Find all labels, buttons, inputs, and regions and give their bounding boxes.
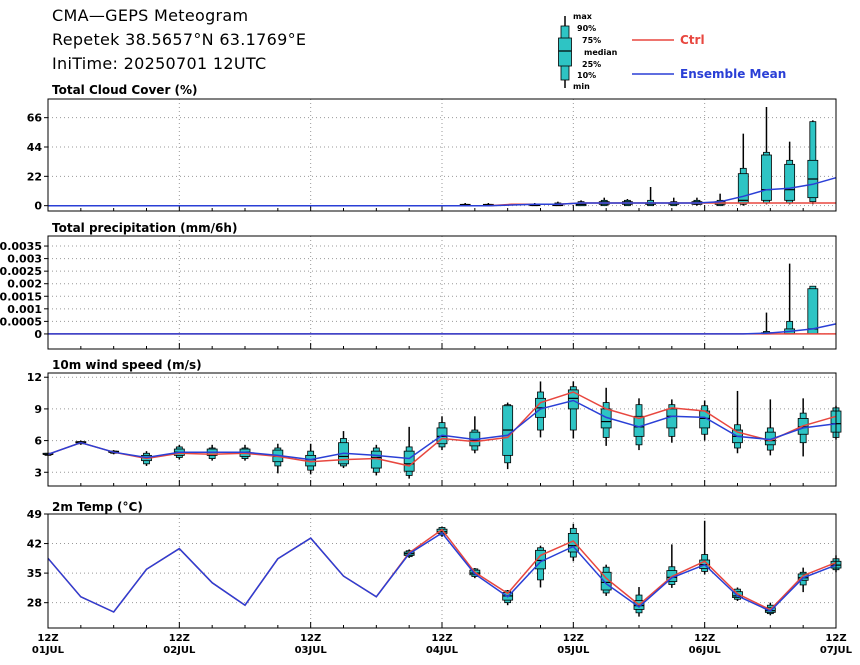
panel-title-wind: 10m wind speed (m/s) [52, 358, 202, 372]
init-time-label: IniTime: 20250701 12UTC [52, 54, 267, 73]
legend-min: min [573, 82, 590, 91]
y-tick-label: 0 [34, 328, 42, 341]
box-member [714, 193, 726, 207]
box-inner [403, 450, 415, 472]
x-tick-label-date: 03JUL [295, 645, 328, 656]
y-tick-label: 42 [27, 538, 42, 551]
mean-series-line [47, 532, 837, 613]
y-tick-label: 66 [27, 112, 43, 125]
legend-ctrl-label: Ctrl [680, 33, 705, 47]
panel-0: 0 22 44 66 [27, 98, 837, 213]
panel-frame [47, 513, 837, 629]
legend-mean-label: Ensemble Mean [680, 67, 787, 81]
y-tick-label: 12 [27, 371, 42, 384]
box-member [764, 399, 776, 456]
y-tick-label: 0.003 [7, 253, 42, 266]
y-tick-label: 0.001 [7, 303, 42, 316]
x-tick-label-date: 05JUL [557, 645, 590, 656]
y-tick-label: 0.0025 [0, 265, 42, 278]
x-tick-label-hour: 12Z [169, 633, 190, 644]
box-member [737, 133, 749, 206]
x-tick-label-date: 07JUL [820, 645, 853, 656]
box-member [666, 399, 678, 443]
ctrl-series-line [47, 391, 837, 467]
box-inner [567, 389, 579, 410]
box-inner [737, 173, 749, 204]
box-member [784, 141, 796, 205]
legend-p90: 90% [577, 24, 597, 33]
y-tick-label: 0.0015 [0, 290, 42, 303]
mean-series-line [48, 176, 837, 207]
x-tick-label-date: 04JUL [426, 645, 459, 656]
box-member [807, 285, 819, 335]
box-inner [600, 571, 612, 591]
box-member [370, 444, 382, 476]
box-member [272, 443, 284, 474]
x-tick-label-date: 01JUL [32, 645, 65, 656]
x-tick-label-date: 02JUL [163, 645, 196, 656]
y-tick-label: 0.002 [7, 278, 42, 291]
box-member [403, 426, 415, 479]
y-tick-label: 22 [27, 170, 42, 183]
chart-title: CMA—GEPS Meteogram [52, 6, 249, 25]
box-member [784, 263, 796, 335]
box-member [535, 545, 546, 588]
y-tick-label: 0.0035 [0, 240, 42, 253]
box-member [338, 431, 349, 469]
legend-max: max [573, 12, 592, 21]
box-member [598, 197, 610, 207]
y-tick-label: 3 [34, 466, 42, 479]
panel-2: 3 6 9 12 [27, 371, 842, 487]
legend-p25: 25% [582, 60, 602, 69]
box-member [668, 197, 680, 207]
box-member [502, 402, 514, 470]
box-member [567, 381, 579, 439]
mean-series-line [48, 323, 837, 335]
y-tick-label: 6 [34, 435, 42, 448]
legend-median: median [584, 48, 618, 57]
box-member [699, 400, 711, 441]
legend-p75: 75% [582, 36, 602, 45]
legend-p10: 10% [577, 71, 597, 80]
box-member [691, 197, 703, 206]
box-inner [784, 163, 796, 201]
y-tick-label: 28 [27, 597, 42, 610]
legend-boxplot-key [558, 16, 572, 88]
box-inner [732, 591, 743, 599]
x-tick-label-hour: 12Z [300, 633, 321, 644]
y-tick-label: 35 [27, 567, 42, 580]
legend-lines [632, 39, 674, 75]
box-inner [761, 154, 772, 201]
panel-frame [47, 372, 837, 487]
mean-series-line [47, 399, 837, 461]
panel-title-temp: 2m Temp (°C) [52, 500, 143, 514]
box-member [633, 398, 645, 451]
box-member [761, 312, 772, 335]
y-tick-label: 0 [34, 200, 42, 213]
panel-title-cloud: Total Cloud Cover (%) [52, 83, 198, 97]
panel-3: 28 35 42 49 [27, 508, 842, 629]
x-tick-label-hour: 12Z [563, 633, 584, 644]
panel-frame [47, 98, 837, 212]
box-inner [666, 408, 678, 429]
box-inner [807, 288, 819, 335]
box-member [732, 390, 743, 454]
x-tick-label-date: 06JUL [689, 645, 722, 656]
location-label: Repetek 38.5657°N 63.1769°E [52, 30, 307, 49]
box-member [436, 416, 448, 451]
box-member [807, 120, 819, 205]
y-tick-label: 44 [27, 141, 43, 154]
box-member [469, 416, 481, 454]
x-tick-label-hour: 12Z [825, 633, 846, 644]
panel-title-precip: Total precipitation (mm/6h) [52, 221, 238, 235]
y-tick-label: 9 [34, 403, 42, 416]
y-tick-label: 0.0005 [0, 315, 42, 328]
x-tick-label-hour: 12Z [37, 633, 58, 644]
panel-frame [47, 235, 837, 350]
x-tick-label-hour: 12Z [431, 633, 452, 644]
y-tick-label: 49 [27, 508, 42, 521]
x-tick-label-hour: 12Z [694, 633, 715, 644]
